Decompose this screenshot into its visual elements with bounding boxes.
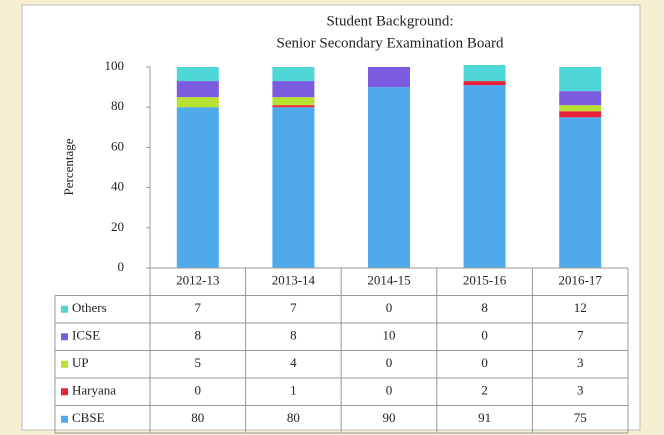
x-tick-label: 2016-17 — [559, 273, 603, 288]
y-tick-label: 100 — [105, 58, 125, 73]
table-value: 3 — [577, 383, 584, 398]
bar-segment — [463, 81, 506, 86]
y-axis-label: Percentage — [61, 138, 76, 195]
bar-segment — [463, 85, 506, 268]
bar-segment — [368, 67, 410, 88]
table-value: 2 — [481, 383, 488, 398]
table-value: 80 — [191, 410, 204, 425]
legend-label: UP — [72, 355, 89, 370]
x-tick-label: 2013-14 — [272, 273, 316, 288]
table-value: 7 — [290, 300, 297, 315]
legend-label: Haryana — [72, 383, 116, 398]
y-tick-label: 0 — [118, 259, 125, 274]
table-value: 90 — [383, 410, 396, 425]
bar-segment — [176, 67, 219, 82]
table-value: 0 — [195, 383, 202, 398]
y-tick-label: 60 — [111, 138, 124, 153]
bar-segment — [559, 91, 602, 106]
table-value: 0 — [481, 328, 488, 343]
table-value: 8 — [195, 328, 202, 343]
table-value: 0 — [481, 355, 488, 370]
table-value: 1 — [290, 383, 297, 398]
chart-title: Student Background: — [326, 13, 453, 29]
legend-swatch — [61, 388, 68, 396]
table-value: 12 — [574, 300, 587, 315]
bar-segment — [368, 87, 410, 268]
bar-segment — [559, 105, 602, 112]
table-value: 5 — [195, 355, 202, 370]
bar-segment — [463, 64, 506, 82]
table-value: 75 — [574, 410, 587, 425]
bar-segment — [272, 97, 315, 106]
bar-segment — [272, 105, 315, 108]
x-tick-label: 2012-13 — [176, 273, 219, 288]
legend-label: Others — [72, 300, 107, 315]
legend-swatch — [61, 305, 68, 313]
y-tick-label: 20 — [111, 219, 124, 234]
bar-segment — [559, 111, 602, 118]
bar-segment — [272, 67, 315, 82]
table-value: 0 — [386, 383, 393, 398]
legend-swatch — [61, 360, 68, 368]
table-value: 0 — [386, 355, 393, 370]
table-value: 8 — [290, 328, 297, 343]
bar-segment — [559, 117, 602, 268]
bar-segment — [559, 67, 602, 92]
table-value: 3 — [577, 355, 584, 370]
x-tick-label: 2015-16 — [463, 273, 507, 288]
table-value: 7 — [195, 300, 202, 315]
table-value: 10 — [383, 328, 396, 343]
table-value: 91 — [478, 410, 491, 425]
chart-subtitle: Senior Secondary Examination Board — [276, 35, 504, 51]
table-value: 0 — [386, 300, 393, 315]
table-value: 8 — [481, 300, 488, 315]
bar-segment — [176, 97, 219, 108]
y-tick-label: 40 — [111, 179, 124, 194]
legend-swatch — [61, 415, 68, 423]
bar-segment — [272, 107, 315, 268]
legend-label: CBSE — [72, 410, 105, 425]
legend-label: ICSE — [72, 328, 100, 343]
bar-segment — [176, 107, 219, 268]
table-value: 7 — [577, 328, 584, 343]
y-tick-label: 80 — [111, 98, 124, 113]
table-value: 80 — [287, 410, 300, 425]
chart-frame — [21, 4, 641, 431]
bar-segment — [272, 81, 315, 98]
table-value: 4 — [290, 355, 297, 370]
bar-segment — [176, 81, 219, 98]
x-tick-label: 2014-15 — [367, 273, 410, 288]
legend-swatch — [61, 333, 68, 341]
